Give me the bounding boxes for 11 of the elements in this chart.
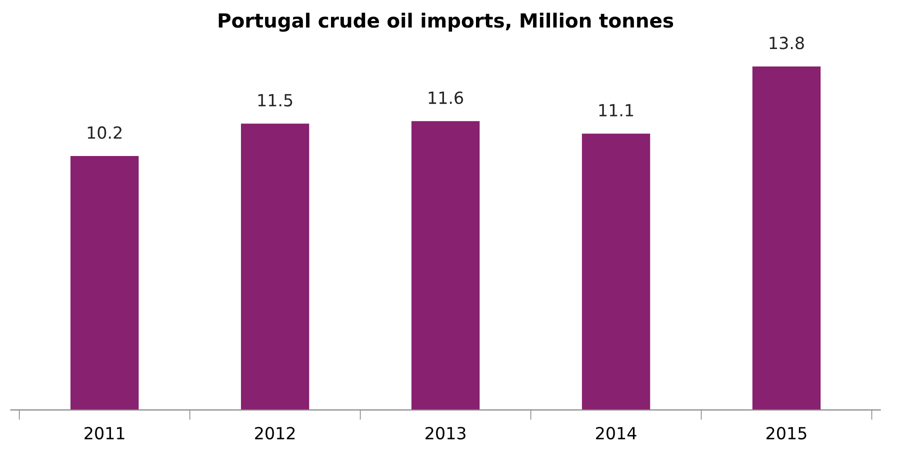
x-tick-label: 2015 <box>766 426 806 440</box>
x-tick-label: 2012 <box>255 426 295 440</box>
data-label: 11.1 <box>599 104 634 116</box>
x-tick-label: 2011 <box>84 426 124 440</box>
data-label: 11.6 <box>428 91 464 104</box>
chart-title: Portugal crude oil imports, Million tonnes <box>218 12 674 32</box>
x-tick-label: 2014 <box>596 426 636 440</box>
x-tick-label: 2013 <box>426 426 466 440</box>
data-label: 10.2 <box>88 126 122 139</box>
data-label: 11.5 <box>258 94 292 107</box>
data-label: 13.8 <box>770 36 804 50</box>
